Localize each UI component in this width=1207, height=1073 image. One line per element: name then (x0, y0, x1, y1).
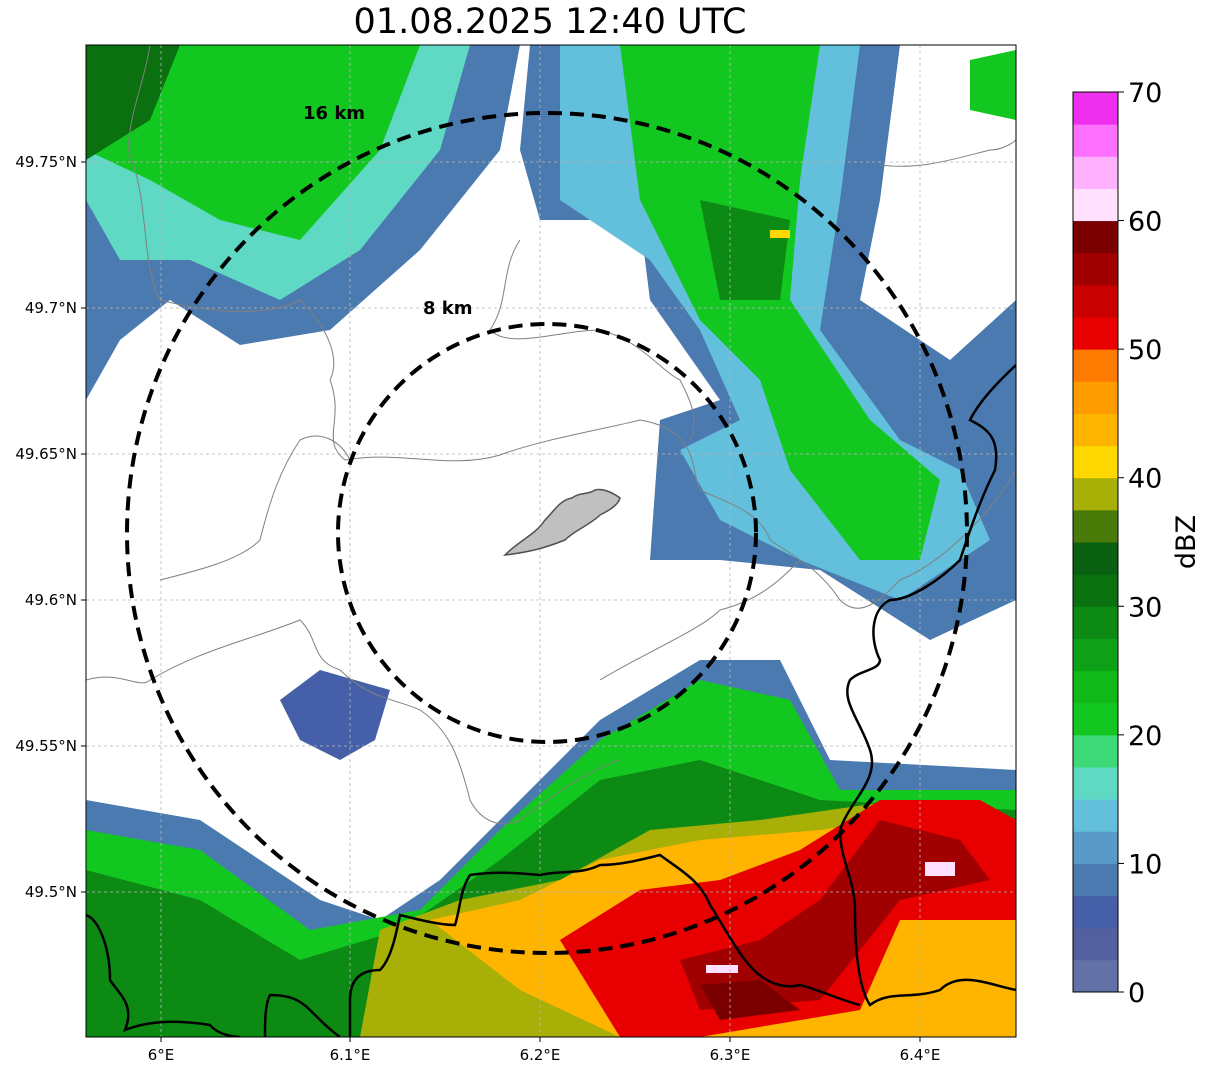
y-tick-label: 49.5°N (25, 883, 77, 901)
colorbar-segment (1073, 445, 1118, 479)
colorbar-segment (1073, 638, 1118, 672)
colorbar-segment (1073, 252, 1118, 286)
colorbar-segment (1073, 574, 1118, 607)
admin-boundaries (86, 45, 1016, 825)
colorbar-ticks: 0 10 20 30 40 50 60 70 (1118, 78, 1162, 1009)
colorbar-segment (1073, 349, 1118, 382)
colorbar-segment (1073, 799, 1118, 832)
colorbar-segment (1073, 317, 1118, 350)
y-axis-ticks: 49.75°N 49.7°N 49.65°N 49.6°N 49.55°N 49… (15, 153, 86, 901)
radar-panel: 8 km 16 km (86, 45, 1016, 1037)
map-frame (85, 44, 1017, 1038)
colorbar-segment (1073, 509, 1118, 543)
ring-label-8km: 8 km (423, 298, 473, 319)
radar-echo-areas (86, 45, 1016, 1037)
ring-label-16km: 16 km (303, 103, 365, 124)
colorbar-segment (1073, 381, 1118, 414)
colorbar-segment (1073, 92, 1118, 125)
gridlines (86, 45, 1016, 1037)
colorbar-segment (1073, 542, 1118, 575)
colorbar-segment (1073, 606, 1118, 639)
colorbar-segment (1073, 702, 1118, 736)
colorbar-tick-label: 0 (1128, 978, 1145, 1009)
x-tick-label: 6.3°E (710, 1046, 751, 1064)
x-tick-label: 6.1°E (330, 1046, 371, 1064)
y-tick-label: 49.7°N (25, 299, 77, 317)
echo-hail-spot-2 (706, 965, 738, 973)
x-tick-label: 6°E (148, 1046, 175, 1064)
echo-small-yellow (770, 230, 790, 238)
colorbar (1073, 92, 1118, 993)
echo-ne-corner (970, 50, 1016, 120)
x-tick-label: 6.4°E (900, 1046, 941, 1064)
echo-nw-core (86, 45, 420, 240)
x-axis-ticks: 6°E 6.1°E 6.2°E 6.3°E 6.4°E (148, 1037, 941, 1064)
colorbar-tick-label: 70 (1128, 78, 1162, 109)
y-tick-label: 49.55°N (15, 737, 77, 755)
colorbar-segment (1073, 124, 1118, 157)
colorbar-segment (1073, 670, 1118, 704)
colorbar-segment (1073, 767, 1118, 800)
colorbar-segment (1073, 284, 1118, 318)
echo-ne-core (620, 45, 940, 560)
echo-south-darkred (680, 820, 990, 1010)
colorbar-tick-label: 60 (1128, 207, 1162, 238)
colorbar-tick-label: 30 (1128, 592, 1162, 623)
colorbar-segment (1073, 959, 1118, 993)
y-tick-label: 49.75°N (15, 153, 77, 171)
colorbar-segment (1073, 413, 1118, 447)
range-ring-16km (125, 111, 969, 955)
echo-west-cell (280, 670, 390, 760)
colorbar-segment (1073, 220, 1118, 254)
map-title: 01.08.2025 12:40 UTC (353, 2, 747, 42)
y-tick-label: 49.65°N (15, 445, 77, 463)
colorbar-tick-label: 50 (1128, 335, 1162, 366)
colorbar-frame (1072, 91, 1119, 993)
colorbar-segment (1073, 477, 1118, 511)
echo-nw-dark (86, 45, 180, 160)
colorbar-segment (1073, 895, 1118, 929)
range-ring-8km (336, 322, 758, 744)
colorbar-segment (1073, 188, 1118, 222)
colorbar-segment (1073, 156, 1118, 189)
colorbar-label: dBZ (1171, 515, 1202, 569)
colorbar-segment (1073, 927, 1118, 961)
reservoir-feature (502, 488, 621, 557)
echo-south-core (700, 980, 800, 1020)
colorbar-tick-label: 20 (1128, 721, 1162, 752)
colorbar-tick-label: 40 (1128, 464, 1162, 495)
national-borders (86, 364, 1016, 1037)
colorbar-segment (1073, 831, 1118, 864)
colorbar-tick-label: 10 (1128, 849, 1162, 880)
colorbar-segment (1073, 863, 1118, 897)
x-tick-label: 6.2°E (520, 1046, 561, 1064)
echo-ne-dark (700, 200, 790, 300)
echo-hail-spot-1 (925, 862, 955, 876)
y-tick-label: 49.6°N (25, 591, 77, 609)
colorbar-segment (1073, 734, 1118, 768)
